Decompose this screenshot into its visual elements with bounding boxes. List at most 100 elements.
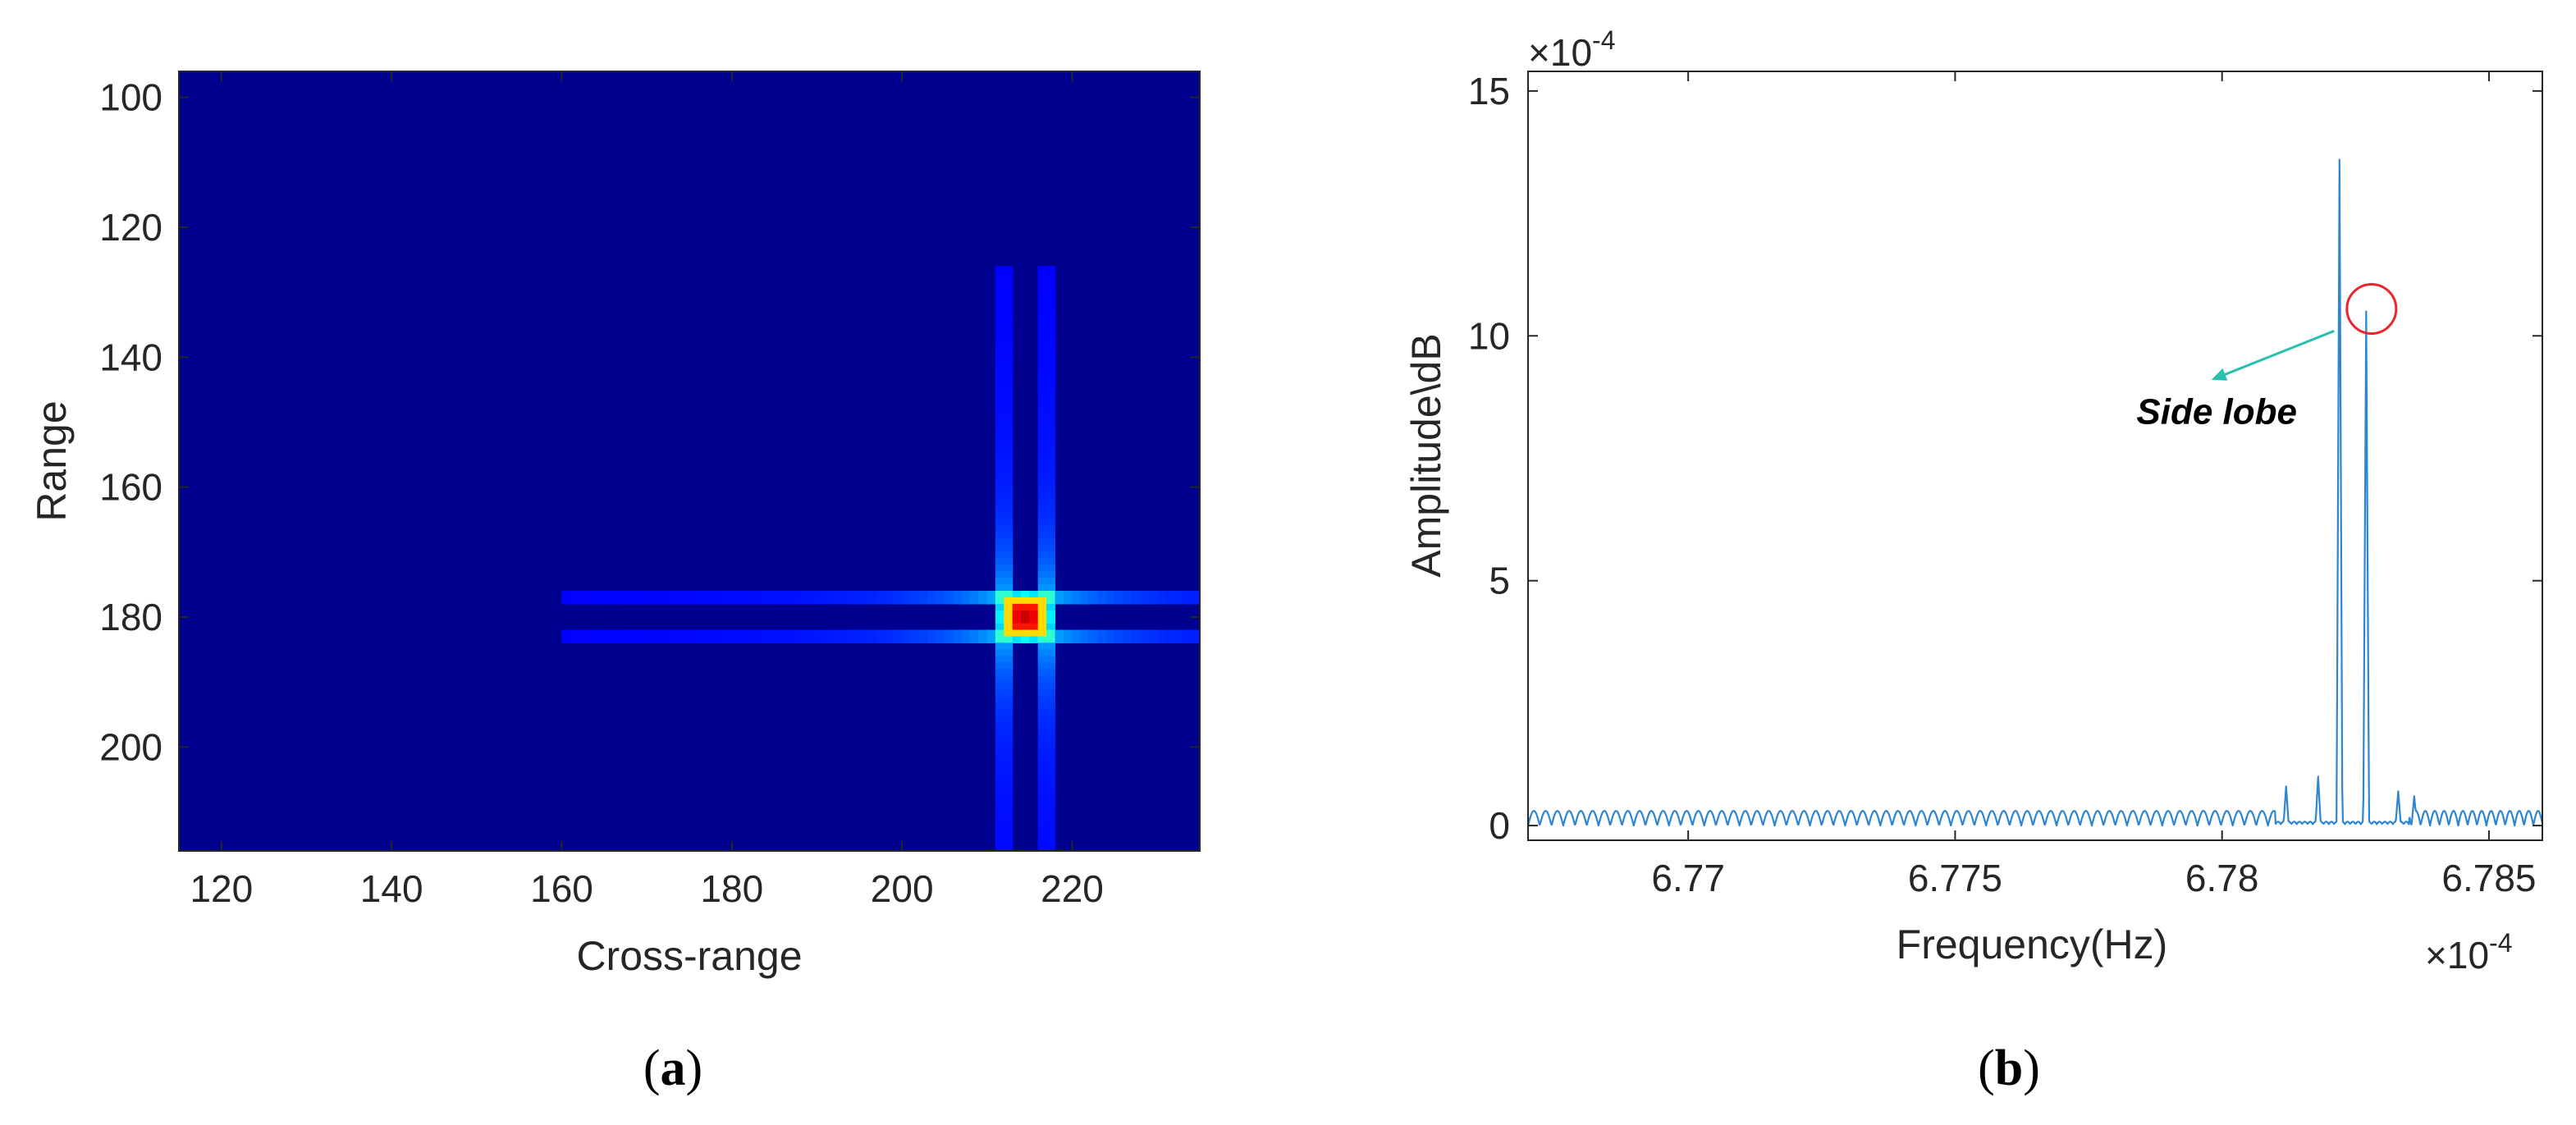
heatmap-cell — [961, 629, 971, 638]
heatmap-cell — [995, 396, 1004, 404]
heatmap-cell — [646, 591, 656, 598]
heatmap-cell — [1004, 759, 1013, 767]
heatmap-cell — [570, 636, 579, 643]
axes-a-xlabel: Cross-range — [576, 933, 802, 979]
heatmap-cell — [1004, 688, 1013, 696]
heatmap-cell — [799, 597, 809, 605]
heatmap-cell — [1046, 623, 1056, 631]
heatmap-cell — [995, 538, 1004, 546]
heatmap-cell — [1037, 798, 1047, 806]
heatmap-cell — [1004, 830, 1013, 839]
heatmap-cell — [1046, 402, 1056, 409]
heatmap-cell — [1012, 616, 1022, 624]
heatmap-cell — [995, 629, 1004, 638]
heatmap-cell — [1148, 636, 1158, 643]
heatmap-cell — [766, 591, 775, 598]
heatmap-cell — [698, 597, 707, 605]
x-tick-label: 6.78 — [2185, 857, 2259, 899]
heatmap-cell — [595, 629, 605, 638]
heatmap-cell — [995, 805, 1004, 812]
heatmap-cell — [1046, 493, 1056, 501]
heatmap-cell — [833, 597, 843, 605]
heatmap-cell — [1037, 324, 1047, 332]
heatmap-cell — [944, 591, 954, 598]
heatmap-cell — [1174, 636, 1183, 643]
heatmap-cell — [995, 551, 1004, 560]
heatmap-cell — [1004, 578, 1013, 585]
heatmap-cell — [1004, 473, 1013, 482]
heatmap-cell — [1004, 818, 1013, 825]
heatmap-cell — [1037, 298, 1047, 306]
axes-b-xlabel: Frequency(Hz) — [1897, 921, 2168, 967]
heatmap-cell — [671, 629, 681, 638]
heatmap-cell — [1004, 318, 1013, 326]
heatmap-cell — [1004, 662, 1013, 670]
heatmap-cell — [714, 636, 724, 643]
heatmap-cell — [1046, 532, 1056, 540]
heatmap-cell — [944, 636, 954, 643]
axes-b-ylabel: Amplitude\dB — [1403, 333, 1449, 577]
heatmap-cell — [1004, 369, 1013, 377]
heatmap-cell — [893, 629, 903, 638]
heatmap-cell — [1088, 629, 1098, 638]
heatmap-cell — [561, 636, 571, 643]
heatmap-cell — [944, 629, 954, 638]
heatmap-cell — [995, 720, 1004, 728]
heatmap-cell — [1004, 812, 1013, 819]
heatmap-cell — [1004, 324, 1013, 332]
heatmap-cell — [995, 610, 1004, 618]
heatmap-cell — [876, 636, 885, 643]
heatmap-cell — [739, 629, 749, 638]
heatmap-cell — [1046, 382, 1056, 391]
heatmap-cell — [995, 344, 1004, 351]
heatmap-cell — [1148, 591, 1158, 598]
heatmap-cell — [1046, 350, 1056, 358]
heatmap-cell — [604, 597, 613, 605]
heatmap-cell — [1012, 591, 1022, 598]
heatmap-cell — [995, 772, 1004, 780]
heatmap-cell — [1004, 454, 1013, 462]
heatmap-cell — [927, 597, 936, 605]
heatmap-cell — [1004, 779, 1013, 787]
y-tick-label: 180 — [99, 596, 162, 638]
heatmap-cell — [766, 629, 775, 638]
heatmap-cell — [629, 636, 639, 643]
heatmap-cell — [885, 597, 895, 605]
heatmap-cell — [1063, 629, 1073, 638]
heatmap-cell — [995, 623, 1004, 631]
heatmap-cell — [969, 591, 979, 598]
heatmap-cell — [1037, 428, 1047, 436]
heatmap-cell — [1046, 662, 1056, 670]
heatmap-cell — [995, 649, 1004, 656]
heatmap-cell — [995, 487, 1004, 494]
heatmap-cell — [986, 597, 996, 605]
heatmap-cell — [1004, 493, 1013, 501]
heatmap-cell — [1012, 597, 1022, 605]
heatmap-cell — [867, 591, 877, 598]
heatmap-cell — [782, 591, 792, 598]
heatmap-cell — [1080, 597, 1090, 605]
heatmap-cell — [1165, 636, 1175, 643]
heatmap-cell — [739, 597, 749, 605]
heatmap-cell — [1046, 720, 1056, 728]
heatmap-cell — [799, 591, 809, 598]
heatmap-cell — [1004, 538, 1013, 546]
heatmap-cell — [1156, 597, 1166, 605]
heatmap-cell — [1088, 591, 1098, 598]
heatmap-cell — [995, 675, 1004, 683]
heatmap-cell — [1004, 344, 1013, 351]
heatmap-cell — [1021, 591, 1030, 598]
heatmap-cell — [698, 591, 707, 598]
heatmap-cell — [961, 636, 971, 643]
heatmap-cell — [995, 688, 1004, 696]
heatmap-cell — [1029, 603, 1039, 611]
heatmap-cell — [1123, 629, 1132, 638]
heatmap-cell — [1037, 591, 1047, 598]
heatmap-cell — [893, 597, 903, 605]
heatmap-cell — [799, 636, 809, 643]
heatmap-cell — [1029, 597, 1039, 605]
heatmap-cell — [782, 636, 792, 643]
series-spectrum-line — [1528, 158, 2542, 827]
heatmap-cell — [1012, 623, 1022, 631]
heatmap-cell — [1046, 643, 1056, 650]
